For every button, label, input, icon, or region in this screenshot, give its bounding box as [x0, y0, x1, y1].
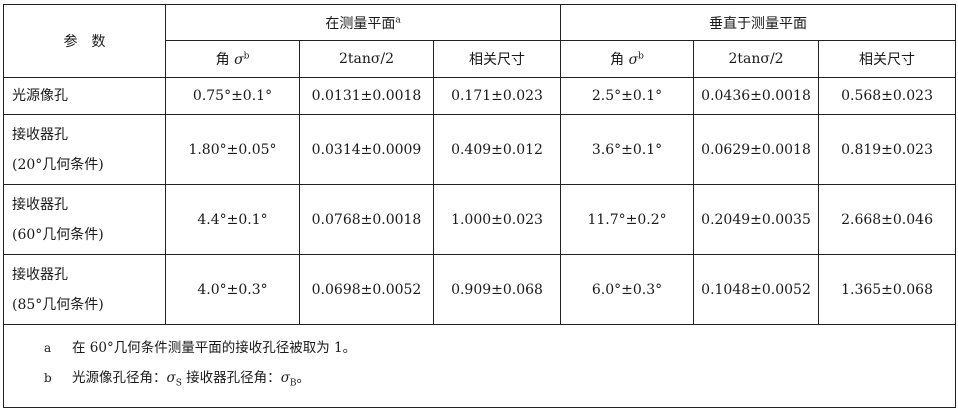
cell: 3.6°±0.1° — [560, 114, 695, 185]
header-tan: 2tanσ/2 — [299, 40, 434, 78]
header-angle: 角 σb — [560, 40, 695, 78]
cell: 0.568±0.023 — [818, 77, 957, 115]
header-relative-size: 相关尺寸 — [432, 40, 562, 78]
cell: 2.5°±0.1° — [560, 77, 695, 115]
row-label: 接收器孔 (20°几何条件) — [3, 114, 166, 185]
header-tan: 2tanσ/2 — [693, 40, 820, 78]
cell: 1.000±0.023 — [432, 184, 562, 255]
header-in-plane: 在测量平面a — [164, 4, 562, 41]
table-row: 接收器孔 (85°几何条件) 4.0°±0.3° 0.0698±0.0052 0.… — [3, 254, 957, 325]
cell: 0.409±0.012 — [432, 114, 562, 185]
cell: 0.0314±0.0009 — [299, 114, 434, 185]
cell: 0.75°±0.1° — [165, 77, 300, 115]
cell: 1.80°±0.05° — [165, 114, 300, 185]
cell: 1.365±0.068 — [818, 254, 957, 325]
row-label: 接收器孔 (85°几何条件) — [3, 254, 166, 325]
cell: 0.0436±0.0018 — [693, 77, 820, 115]
table-row: 接收器孔 (20°几何条件) 1.80°±0.05° 0.0314±0.0009 … — [3, 114, 957, 185]
cell: 0.0629±0.0018 — [693, 114, 820, 185]
cell: 4.4°±0.1° — [165, 184, 300, 255]
cell: 0.0131±0.0018 — [299, 77, 434, 115]
cell: 2.668±0.046 — [818, 184, 957, 255]
header-relative-size: 相关尺寸 — [818, 40, 957, 78]
table-row: 光源像孔 0.75°±0.1° 0.0131±0.0018 0.171±0.02… — [3, 77, 957, 115]
header-angle: 角 σb — [165, 40, 300, 78]
table-row: 接收器孔 (60°几何条件) 4.4°±0.1° 0.0768±0.0018 1.… — [3, 184, 957, 255]
cell: 6.0°±0.3° — [560, 254, 695, 325]
cell: 0.0698±0.0052 — [299, 254, 434, 325]
row-label: 接收器孔 (60°几何条件) — [3, 184, 166, 255]
cell: 11.7°±0.2° — [560, 184, 695, 255]
cell: 0.2049±0.0035 — [693, 184, 820, 255]
row-label: 光源像孔 — [3, 77, 166, 115]
cell: 4.0°±0.3° — [165, 254, 300, 325]
aperture-parameters-table: 参 数 在测量平面a 垂直于测量平面 角 σb 2tanσ/2 相关尺寸 角 σ… — [2, 4, 957, 408]
cell: 0.909±0.068 — [432, 254, 562, 325]
header-perpendicular: 垂直于测量平面 — [560, 4, 957, 41]
cell: 0.0768±0.0018 — [299, 184, 434, 255]
cell: 0.171±0.023 — [432, 77, 562, 115]
cell: 0.819±0.023 — [818, 114, 957, 185]
header-param: 参 数 — [3, 4, 166, 78]
cell: 0.1048±0.0052 — [693, 254, 820, 325]
footnote-b: b 光源像孔径角：σS 接收器孔径角：σB。 — [44, 370, 311, 389]
